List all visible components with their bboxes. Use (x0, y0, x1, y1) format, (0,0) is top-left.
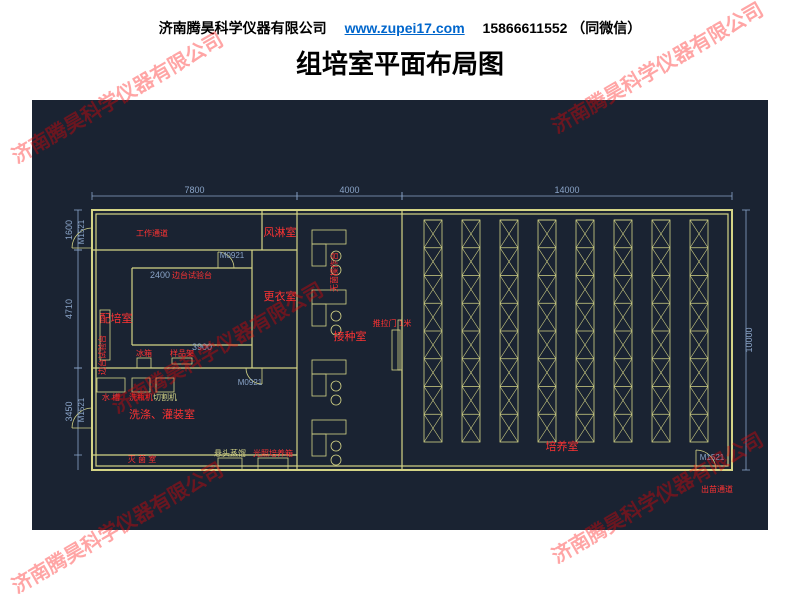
header-info-line: 济南腾昊科学仪器有限公司 www.zupei17.com 15866611552… (0, 18, 800, 38)
svg-text:M1521: M1521 (77, 219, 86, 244)
svg-text:M0921: M0921 (220, 251, 245, 260)
company-url[interactable]: www.zupei17.com (345, 20, 465, 36)
svg-text:光照培养箱: 光照培养箱 (253, 448, 293, 458)
svg-text:M0921: M0921 (238, 378, 263, 387)
svg-text:工作通道: 工作通道 (136, 228, 168, 238)
document-header: 济南腾昊科学仪器有限公司 www.zupei17.com 15866611552… (0, 0, 800, 89)
svg-text:4000: 4000 (339, 185, 359, 195)
svg-text:M1521: M1521 (77, 397, 86, 422)
company-phone: 15866611552 （同微信） (483, 20, 642, 36)
svg-text:4710: 4710 (64, 299, 74, 319)
svg-text:水 槽: 水 槽 (102, 392, 120, 402)
svg-text:边台试验台: 边台试验台 (97, 335, 107, 375)
svg-text:洗瓶机: 洗瓶机 (129, 392, 153, 402)
svg-text:灭 菌 室: 灭 菌 室 (128, 454, 156, 464)
drawing-title: 组培室平面布局图 (0, 44, 800, 81)
svg-text:配培室: 配培室 (100, 311, 133, 325)
svg-text:更衣室: 更衣室 (264, 289, 297, 303)
svg-text:2400: 2400 (150, 270, 170, 280)
svg-text:悬头蒸馏: 悬头蒸馏 (214, 448, 246, 458)
svg-text:洗涤、灌装室: 洗涤、灌装室 (129, 407, 195, 421)
svg-text:M1521: M1521 (700, 453, 725, 462)
floor-plan-drawing: 7800 4000 14000 1600 4710 3450 10000 2400 3900 M1… (32, 100, 768, 530)
company-name: 济南腾昊科学仪器有限公司 (159, 20, 327, 36)
floor-plan-svg: 7800 4000 14000 1600 4710 3450 10000 2400 3900 M1… (32, 100, 768, 530)
svg-text:无菌操作台: 无菌操作台 (329, 252, 339, 292)
svg-text:10000: 10000 (744, 327, 754, 352)
svg-text:冰箱: 冰箱 (136, 348, 152, 358)
svg-text:3450: 3450 (64, 401, 74, 421)
svg-text:培养室: 培养室 (546, 439, 579, 453)
svg-text:推拉门 1米: 推拉门 1米 (373, 318, 412, 328)
svg-text:切割机: 切割机 (153, 392, 177, 402)
svg-text:14000: 14000 (554, 185, 579, 195)
svg-text:3900: 3900 (192, 342, 212, 352)
svg-text:风淋室: 风淋室 (264, 225, 297, 239)
svg-text:样品架: 样品架 (170, 348, 194, 358)
svg-text:接种室: 接种室 (334, 329, 367, 343)
svg-text:出苗通道: 出苗通道 (701, 484, 733, 494)
svg-text:边台试验台: 边台试验台 (172, 270, 212, 280)
svg-text:1600: 1600 (64, 220, 74, 240)
svg-text:7800: 7800 (184, 185, 204, 195)
